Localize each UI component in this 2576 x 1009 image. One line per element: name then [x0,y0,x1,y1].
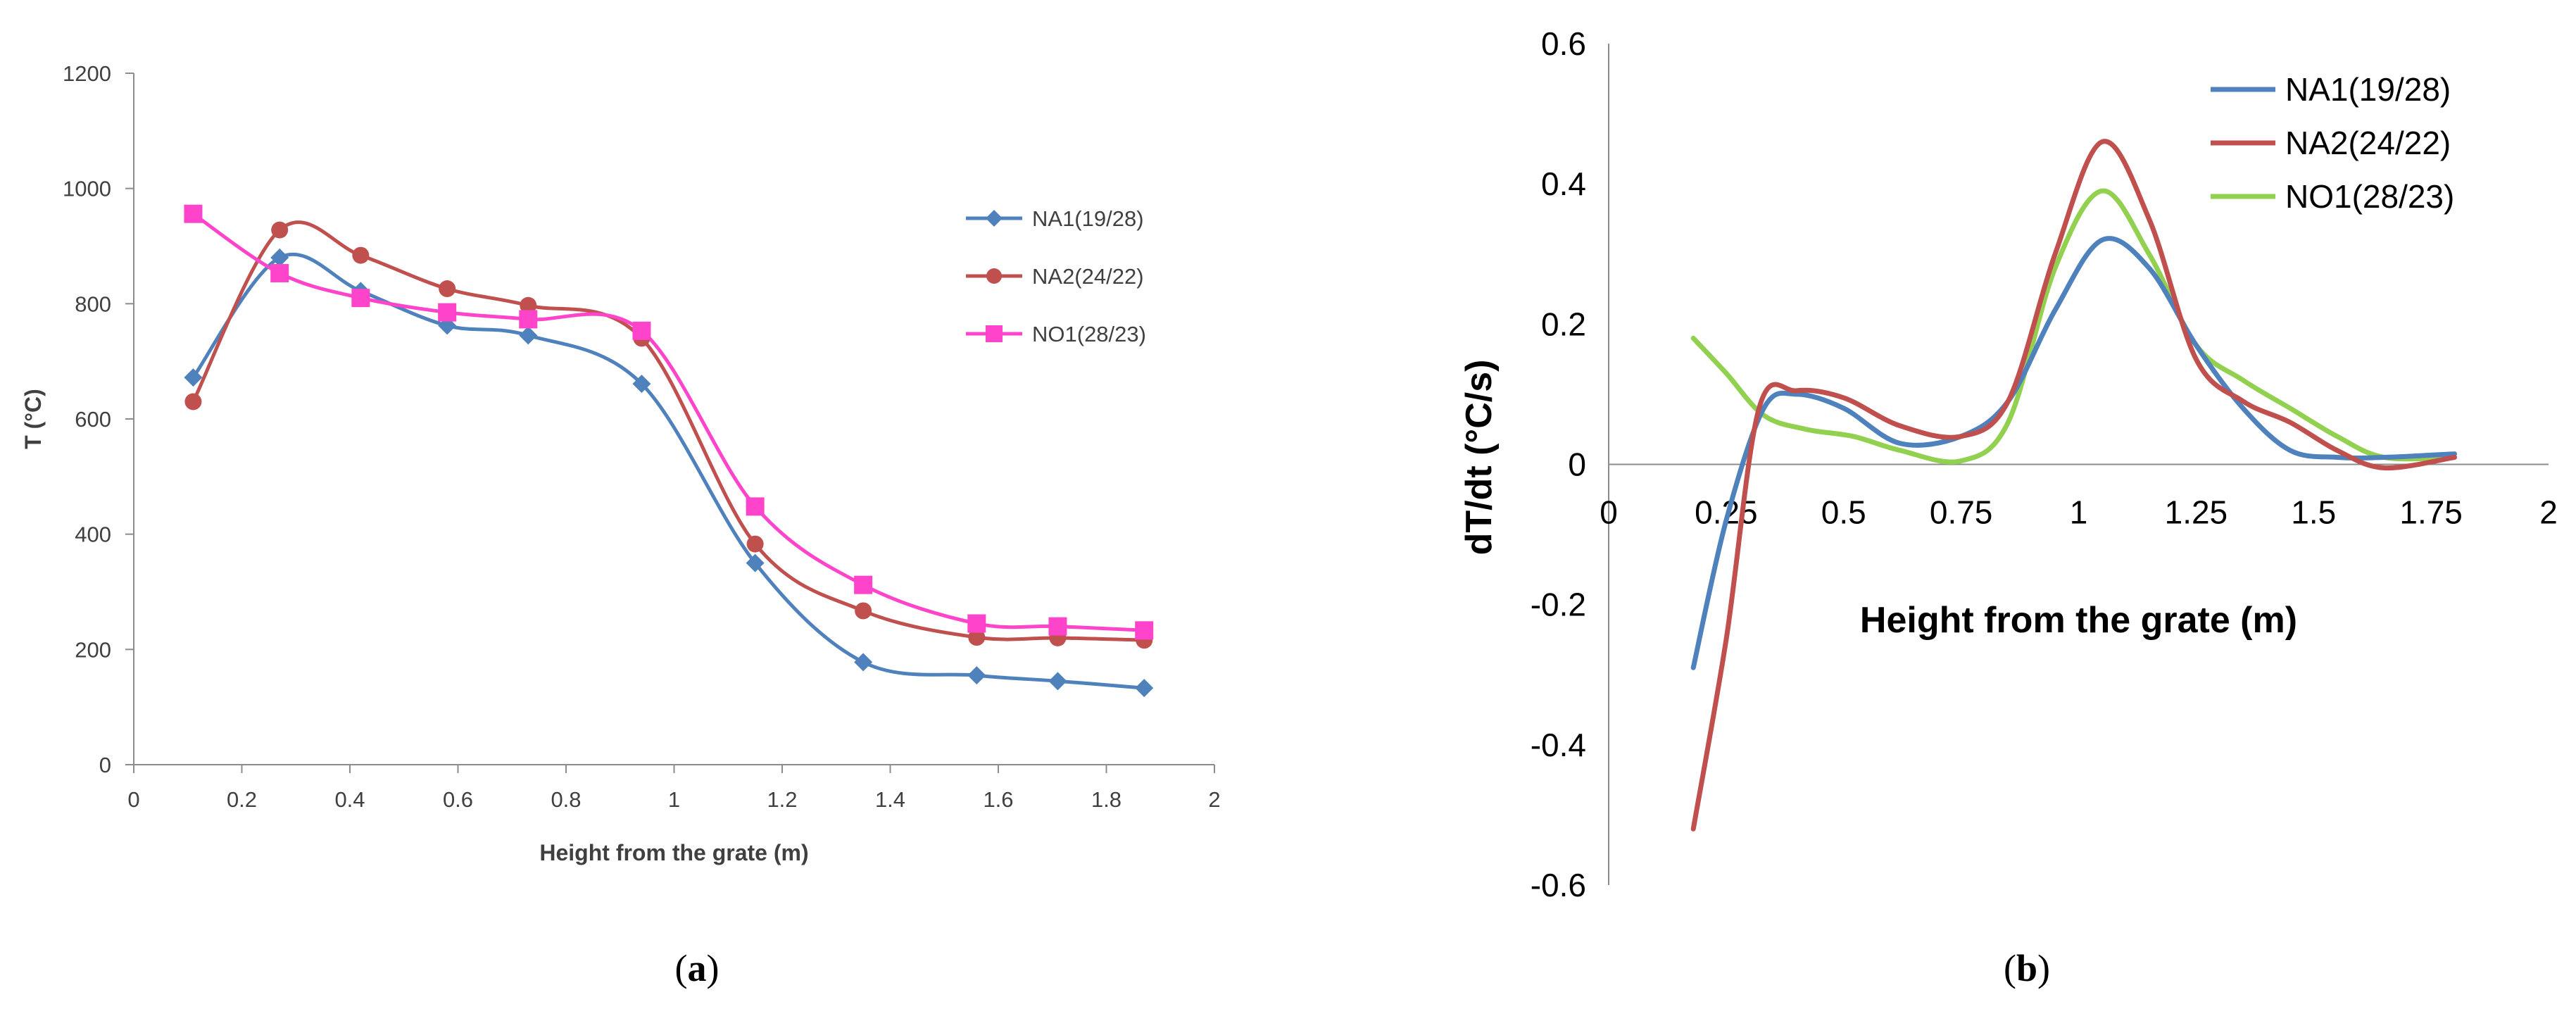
legend-label: NO1(28/23) [1032,322,1146,346]
legend: NA1(19/28) NA2(24/22) NO1(28/23) [2211,71,2454,215]
data-point [746,553,765,572]
x-tick-label: 1.25 [2165,494,2228,531]
y-axis-title: dT/dt (°C/s) [1459,360,1500,556]
legend-label: NA1(19/28) [2285,71,2451,108]
data-point [854,653,873,672]
y-tick-label: 600 [75,407,111,432]
legend-item: NA1(19/28) [966,206,1144,231]
x-tick-label: 0.5 [1821,494,1866,531]
legend-marker [986,210,1003,227]
y-tick-label: -0.6 [1531,867,1586,903]
data-point [271,221,289,239]
data-point [967,666,986,685]
figure-caption-a: (a) [675,947,720,989]
series-line-na1-19-28- [191,252,1145,690]
x-tick-label: 2 [2539,494,2558,531]
y-tick-label: -0.2 [1531,587,1586,623]
data-point [632,321,651,340]
y-tick-label: 0 [99,753,111,777]
y-axis-title: T (°C) [20,389,46,449]
legend-item: NA2(24/22) [966,264,1144,289]
data-point [270,263,289,282]
x-tick-label: 1.75 [2399,494,2463,531]
legend-item: NO1(28/23) [2211,178,2454,215]
chart-a-temperature-profile: 0 200 400 600 800 1000 1200 0 0.2 0.4 0.6 0.8 1 1.2 1.… [20,61,1221,989]
y-tick-label: 0.2 [1541,306,1586,342]
data-point [184,204,203,223]
legend-label: NA2(24/22) [2285,125,2451,161]
data-point [746,497,765,516]
data-point [967,614,986,633]
x-tick-label: 0.4 [334,787,365,812]
series-line-na1-19-28- [1690,236,2457,670]
y-tick-label: 0.6 [1541,25,1586,62]
data-point [519,326,538,345]
data-point [520,296,537,314]
data-point [1048,617,1067,636]
x-axis-title: Height from the grate (m) [1860,600,2297,641]
legend-label: NO1(28/23) [2285,178,2454,215]
y-tick-label: 0 [1568,446,1586,483]
x-tick-label: 1 [2070,494,2088,531]
legend-item: NO1(28/23) [966,322,1146,346]
data-point [1135,621,1154,640]
x-tick-label: 0 [127,787,139,812]
x-tick-label: 2 [1208,787,1220,812]
data-point [270,248,289,267]
data-point [184,393,202,411]
series-line-na2-24-22- [1690,139,2457,832]
legend-item: NA2(24/22) [2211,125,2451,161]
x-tick-label: 1 [668,787,680,812]
y-tick-label: 800 [75,292,111,316]
x-tick-label: 1.4 [875,787,905,812]
series-line-na2-24-22- [191,220,1145,642]
data-point [519,310,538,329]
y-tick-label: 0.4 [1541,165,1586,202]
data-point [1048,672,1067,691]
data-point [351,289,370,308]
x-tick-label: 1.8 [1091,787,1121,812]
y-tick-label: 400 [75,522,111,547]
y-tick-label: -0.4 [1531,727,1586,763]
data-point [632,375,651,394]
data-point [968,629,986,646]
x-tick-label: 0.75 [1930,494,1993,531]
legend-marker [986,268,1002,284]
x-tick-label: 1.6 [983,787,1013,812]
x-tick-label: 0.2 [227,787,257,812]
y-tick-label: 1200 [63,61,111,86]
data-point [1135,679,1154,698]
data-point [439,280,456,298]
data-point [352,246,370,264]
data-point [184,368,203,387]
figure-caption-b: (b) [2004,947,2050,989]
legend: NA1(19/28) NA2(24/22) NO1(28/23) [966,206,1146,346]
data-point [854,575,873,594]
chart-b-heating-rate: -0.6-0.4-0.200.20.40.60 0.25 0.5 0.75 1 1.25 1… [1459,25,2558,989]
legend-label: NA1(19/28) [1032,206,1144,231]
data-point [438,303,457,322]
x-tick-label: 1.2 [767,787,797,812]
legend-item: NA1(19/28) [2211,71,2451,108]
x-axis-title: Height from the grate (m) [539,840,808,865]
y-tick-label: 1000 [63,177,111,201]
x-tick-label: 0 [1600,494,1618,531]
series-line-no1-28-23- [1690,188,2457,465]
x-tick-label: 0.8 [551,787,581,812]
x-tick-label: 1.5 [2291,494,2336,531]
legend-marker [986,325,1003,342]
data-point [746,535,764,553]
data-point [855,602,872,620]
legend-label: NA2(24/22) [1032,264,1144,289]
x-tick-label: 0.6 [443,787,473,812]
y-tick-label: 200 [75,637,111,662]
